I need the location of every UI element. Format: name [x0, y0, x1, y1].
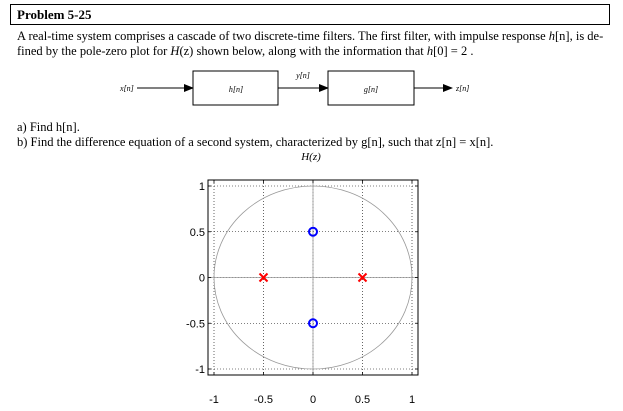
question-b: b) Find the difference equation of a sec… — [17, 135, 493, 149]
tick-labels: -1 -0.5 0 0.5 1 1 0.5 0 -0.5 -1 — [186, 180, 418, 406]
statement-text: , is de- — [569, 29, 604, 43]
statement-symbol-h: h — [426, 44, 434, 58]
statement-text: fined by the pole-zero plot for — [17, 44, 171, 58]
problem-title: Problem 5-25 — [17, 7, 92, 22]
y-tick-label: 0.5 — [190, 227, 205, 239]
axes — [208, 180, 418, 375]
statement-text: shown below, along with the information … — [193, 44, 427, 58]
pole-zero-plot: H(z) -1 -0.5 0 0.5 1 1 0.5 0 -0.5 -1 — [186, 151, 419, 406]
middle-signal-label: y[n] — [295, 71, 310, 80]
y-tick-label: 1 — [199, 181, 205, 193]
block-g — [327, 70, 415, 106]
y-tick-label: -0.5 — [186, 318, 205, 330]
plot-title: H(z) — [300, 151, 321, 163]
block-g-label: g[n] — [364, 85, 378, 94]
markers — [258, 226, 368, 329]
statement-symbol-H: H — [170, 44, 180, 58]
x-tick-label: -0.5 — [254, 394, 273, 406]
x-tick-label: -1 — [209, 394, 219, 406]
statement-symbol-h: h — [548, 29, 556, 43]
pole-stroke — [357, 272, 368, 283]
input-signal-label: x[n] — [119, 84, 134, 93]
block-diagram: x[n] h[n] y[n] g[n] z[n] — [119, 70, 469, 106]
zero-marker — [308, 226, 318, 237]
x-tick-label: 1 — [409, 394, 415, 406]
statement-index-n: [n] — [555, 29, 570, 43]
question-a: a) Find h[n]. — [17, 120, 80, 134]
statement-text: A real-time system comprises a cascade o… — [17, 29, 549, 43]
y-tick-label: -1 — [195, 364, 205, 376]
problem-header-box: Problem 5-25 — [10, 4, 610, 25]
block-h-label: h[n] — [229, 85, 243, 94]
statement-line-2: fined by the pole-zero plot for H(z) sho… — [17, 44, 473, 59]
statement-line-1: A real-time system comprises a cascade o… — [17, 29, 603, 44]
y-tick-label: 0 — [199, 273, 205, 285]
output-signal-label: z[n] — [455, 84, 469, 93]
x-tick-label: 0.5 — [355, 394, 370, 406]
zero-marker — [308, 318, 318, 329]
pole-stroke — [258, 272, 269, 283]
statement-arg-z: (z) — [179, 44, 194, 58]
x-tick-label: 0 — [310, 394, 316, 406]
statement-text: [0] = 2 . — [433, 44, 474, 58]
pole-marker — [357, 272, 368, 283]
pole-marker — [258, 272, 269, 283]
